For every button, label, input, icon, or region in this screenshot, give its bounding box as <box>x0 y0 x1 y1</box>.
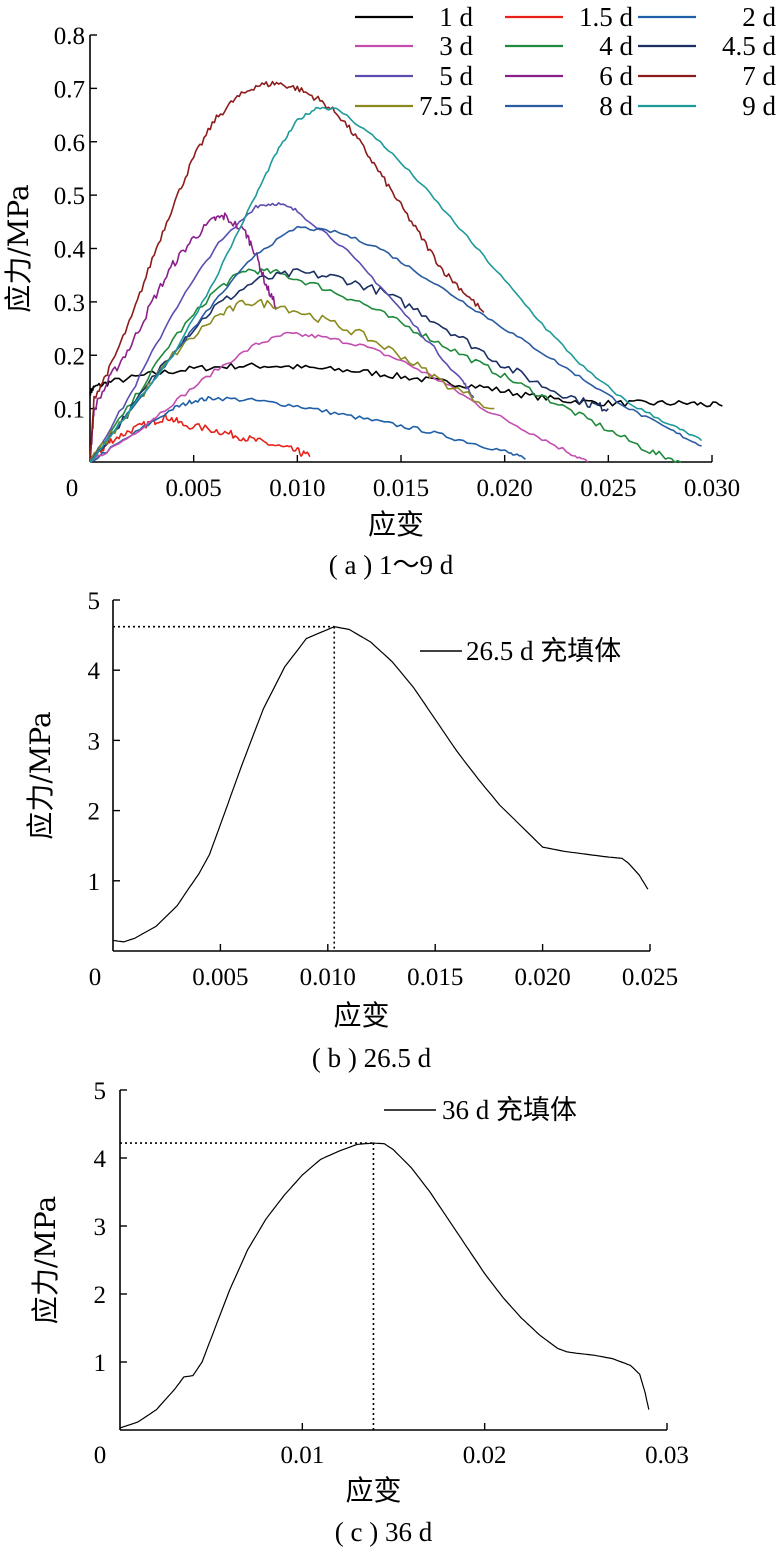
series-line-36dd <box>119 1142 650 1429</box>
legend-label: 1 d <box>439 2 473 32</box>
series-line-26-5dd <box>112 626 649 943</box>
series-line-3dd <box>89 331 589 463</box>
legend-entry: 36 d 充填体 <box>384 1095 577 1125</box>
legend-label: 7.5 d <box>419 91 474 121</box>
legend-entry: 3 d <box>355 31 474 61</box>
x-axis-label: 应变 <box>345 1474 401 1507</box>
series-line-5dd <box>89 202 475 463</box>
y-axis-label: 应力/MPa <box>2 184 35 312</box>
series-line-2dd <box>89 396 526 463</box>
y-tick-label: 1 <box>88 869 101 896</box>
legend-label: 4 d <box>599 31 633 61</box>
legend-label: 6 d <box>599 61 633 91</box>
x-axis-label: 应变 <box>333 999 389 1032</box>
series-line-7dd <box>89 80 485 463</box>
series-line-4dd <box>89 267 682 463</box>
series-line-8dd <box>89 225 702 463</box>
legend-label: 2 d <box>742 2 776 32</box>
x-tick-label: 0.010 <box>269 475 325 502</box>
legend-entry: 8 d <box>505 91 634 121</box>
x-tick-label: 0.015 <box>373 475 429 502</box>
legend-entry: 1 d <box>355 2 474 32</box>
x-axis-label: 应变 <box>368 508 424 541</box>
y-tick-label: 0.1 <box>54 397 85 424</box>
origin-label: 0 <box>94 1442 107 1469</box>
legend-label: 5 d <box>439 61 473 91</box>
y-tick-label: 4 <box>94 1146 107 1173</box>
y-tick-label: 5 <box>94 1078 107 1105</box>
x-tick-label: 0.025 <box>622 964 678 991</box>
x-tick-label: 0.02 <box>463 1442 507 1469</box>
y-tick-label: 5 <box>88 588 101 615</box>
series-line-1dd <box>89 362 723 408</box>
x-tick-label: 0.025 <box>580 475 636 502</box>
panel-caption: ( b ) 26.5 d <box>312 1043 432 1073</box>
y-tick-label: 1 <box>94 1350 107 1377</box>
series-line-7-5dd <box>89 298 495 463</box>
y-tick-label: 0.7 <box>54 76 85 103</box>
y-tick-label: 3 <box>88 728 101 755</box>
chart-panel-b: 1 2 3 4 5 0.005 0.010 0.015 0.020 0.025 0 应变 应力/MPa (… <box>24 588 678 1073</box>
legend-entry: 26.5 d 充填体 <box>420 636 621 666</box>
y-tick-label: 2 <box>94 1282 107 1309</box>
origin-label: 0 <box>66 475 79 502</box>
y-tick-label: 0.8 <box>54 23 85 50</box>
legend-entry: 1.5 d <box>505 2 634 32</box>
legend-label: 36 d 充填体 <box>442 1095 577 1125</box>
legend-label: 8 d <box>599 91 633 121</box>
legend-entry: 2 d <box>638 2 776 32</box>
legend-label: 7 d <box>742 61 776 91</box>
legend-entry: 5 d <box>355 61 474 91</box>
x-tick-label: 0.01 <box>280 1442 324 1469</box>
y-tick-label: 2 <box>88 799 101 826</box>
x-tick-label: 0.010 <box>300 964 356 991</box>
legend-label: 26.5 d 充填体 <box>466 636 621 666</box>
y-tick-label: 0.4 <box>54 237 86 264</box>
legend-entry: 4 d <box>505 31 634 61</box>
chart-panel-c: 1 2 3 4 5 0.01 0.02 0.03 0 应变 应力/MPa ( c ) 36 d 36 d… <box>29 1078 689 1547</box>
legend-entry: 4.5 d <box>638 31 776 61</box>
legend-entry: 6 d <box>505 61 634 91</box>
legend-label: 4.5 d <box>722 31 776 61</box>
legend-entry: 9 d <box>638 91 776 121</box>
x-tick-label: 0.030 <box>684 475 740 502</box>
x-tick-label: 0.03 <box>645 1442 689 1469</box>
origin-label: 0 <box>89 964 102 991</box>
legend-label: 3 d <box>439 31 473 61</box>
series-line-1-5dd <box>89 413 311 463</box>
y-axis-label: 应力/MPa <box>29 1196 62 1324</box>
x-tick-label: 0.005 <box>166 475 222 502</box>
series-line-4-5dd <box>89 268 609 463</box>
x-tick-label: 0.005 <box>192 964 248 991</box>
y-tick-label: 4 <box>88 658 101 685</box>
x-tick-label: 0.020 <box>514 964 570 991</box>
y-tick-label: 0.2 <box>54 343 85 370</box>
x-tick-label: 0.020 <box>477 475 533 502</box>
legend-label: 9 d <box>742 91 776 121</box>
y-tick-label: 0.6 <box>54 130 85 157</box>
legend-entry: 7 d <box>638 61 776 91</box>
series-line-9dd <box>89 106 703 463</box>
legend-entry: 7.5 d <box>355 91 474 121</box>
legend-label: 1.5 d <box>579 2 634 32</box>
y-tick-label: 0.5 <box>54 183 85 210</box>
y-tick-label: 0.3 <box>54 290 85 317</box>
x-tick-label: 0.015 <box>407 964 463 991</box>
y-tick-label: 3 <box>94 1214 107 1241</box>
panel-caption: ( a ) 1～9 d <box>329 550 454 580</box>
panel-caption: ( c ) 36 d <box>335 1517 433 1547</box>
y-axis-label: 应力/MPa <box>24 711 57 839</box>
chart-panel-a: 0.1 0.2 0.3 0.4 0.5 0.6 0.7 0.8 0.005 0.010 0.015 0… <box>2 2 776 580</box>
